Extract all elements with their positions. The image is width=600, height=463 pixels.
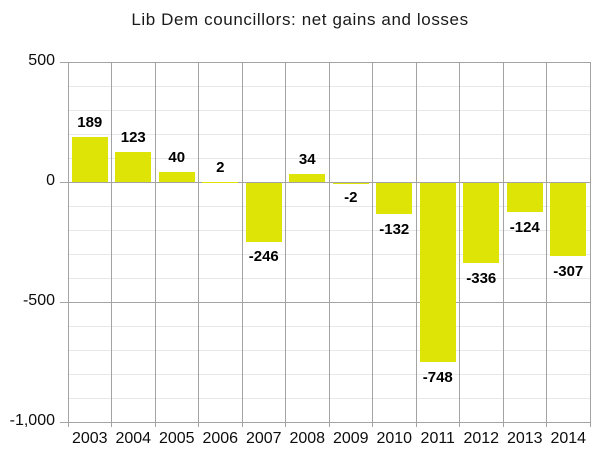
x-axis-label: 2006 [202,430,239,447]
gridline-vertical [67,62,69,422]
x-axis-label: 2007 [245,430,282,447]
x-axis-label: 2013 [506,430,543,447]
x-axis-tick [502,422,504,427]
bar-value-label: 34 [298,150,316,168]
chart-title: Lib Dem councillors: net gains and losse… [131,10,469,29]
gridline-major [68,181,590,183]
x-axis-tick [459,422,460,427]
gridline-vertical [459,62,460,422]
bar-2004 [115,152,152,182]
bar-2009 [332,182,369,184]
x-axis-tick [198,422,199,427]
bar-2006 [202,181,239,183]
x-axis-label: 2005 [158,430,195,447]
gridline-vertical [372,62,373,422]
x-axis-label: 2010 [376,430,413,447]
x-axis-label: 2009 [332,430,369,447]
y-axis-label: 500 [28,52,55,69]
x-axis-tick [415,422,417,427]
y-axis-label: -500 [22,292,55,309]
x-axis-tick [285,422,286,427]
gridline-vertical [198,62,199,422]
bar-value-label: 123 [120,129,146,147]
bar-value-label: -124 [509,218,540,236]
x-axis-tick [154,422,156,427]
y-axis-tick [60,61,68,63]
x-axis-tick [546,422,547,427]
bar-value-label: -307 [553,262,584,280]
y-axis-label: -1,000 [9,412,55,429]
x-axis-label: 2003 [71,430,108,447]
x-axis-label: 2014 [550,430,587,447]
bar-2012 [463,182,500,264]
x-axis-tick [67,422,69,427]
y-axis-label: 0 [46,172,55,189]
x-axis-tick [372,422,373,427]
bar-2011 [419,182,456,363]
bar-2013 [506,182,543,213]
bar-2003 [71,136,108,182]
y-axis-tick [60,181,68,183]
x-axis-label: 2004 [115,430,152,447]
y-axis-tick [60,421,68,423]
gridline-major [68,301,590,303]
gridline-vertical [285,62,286,422]
bar-value-label: -132 [379,220,410,238]
gridline-major [68,421,590,423]
y-axis-tick [60,301,68,303]
gridline-vertical [111,62,112,422]
x-axis-label: 2008 [289,430,326,447]
gridline-vertical [328,62,330,422]
x-axis-label: 2012 [463,430,500,447]
gridline-vertical [154,62,156,422]
x-axis-tick [111,422,112,427]
bar-value-label: 40 [168,149,186,167]
x-axis-tick [241,422,243,427]
gridline-vertical [241,62,243,422]
bar-value-label: -2 [344,189,358,207]
bar-value-label: -748 [422,368,453,386]
gridline-vertical [546,62,547,422]
bar-value-label: 2 [216,158,225,176]
x-axis-label: 2011 [420,430,455,447]
x-axis-tick [328,422,330,427]
gridline-major [68,61,590,63]
bar-2005 [158,172,195,182]
bar-value-label: -246 [248,248,279,266]
gridline-vertical [589,62,591,422]
gridline-vertical [502,62,504,422]
bar-value-label: -336 [466,269,497,287]
x-axis-tick [589,422,591,427]
bar-2010 [376,182,413,215]
bar-value-label: 189 [77,113,103,131]
gridline-vertical [415,62,417,422]
bar-2014 [550,182,587,257]
bar-2008 [289,173,326,182]
bar-2007 [245,182,282,242]
